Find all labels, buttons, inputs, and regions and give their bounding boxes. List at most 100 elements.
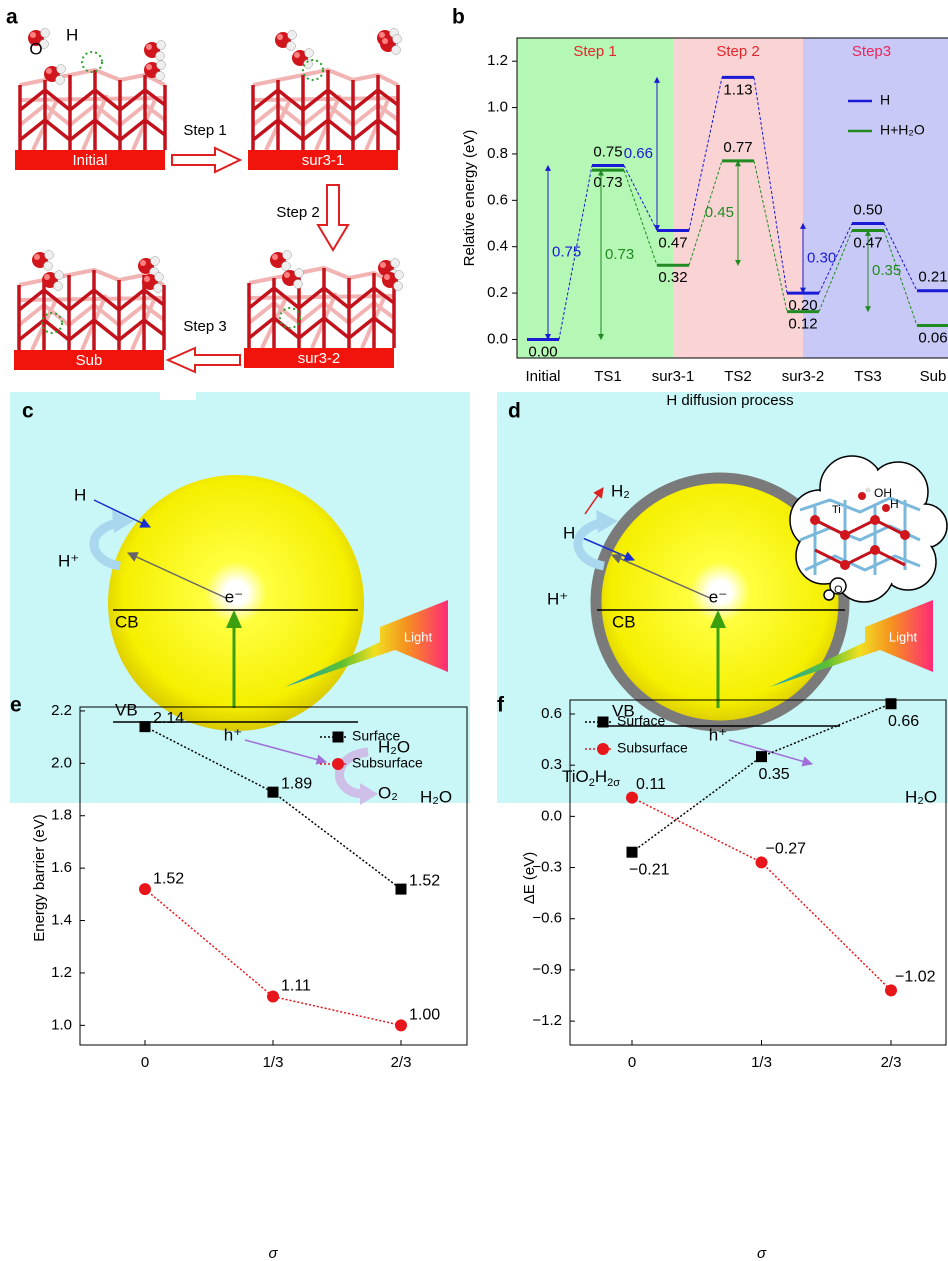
step-label: Step 2 [276, 204, 319, 221]
y-tick-label: −1.2 [532, 1012, 562, 1029]
state-label: sur3-1 [302, 152, 345, 169]
y-tick-label: 0.8 [487, 145, 508, 162]
barrier-label: 0.73 [605, 246, 634, 263]
value-label: 1.11 [281, 978, 311, 995]
panel-label: e [10, 694, 22, 717]
species: H⁺ [547, 589, 568, 608]
species: H₂ [611, 481, 630, 500]
x-axis-label: σ [757, 1245, 767, 1261]
y-tick-label: 1.8 [51, 807, 72, 824]
barrier-label: 0.75 [552, 243, 581, 260]
y-tick-label: 0.0 [487, 330, 508, 347]
step-band [803, 38, 948, 358]
panel-a: a O H Initial sur3-1 sur3-2 Sub Step 1 S… [6, 6, 404, 372]
y-tick-label: −0.9 [532, 961, 562, 978]
value-label: −0.21 [629, 861, 670, 878]
step-label: Step 1 [573, 43, 616, 60]
value-label: 0.35 [759, 766, 790, 783]
species: e⁻ [709, 587, 727, 606]
point [139, 883, 151, 895]
atom-label: H [66, 25, 78, 44]
x-tick-label: TS2 [724, 368, 752, 385]
step-arrow [172, 148, 240, 172]
value-label: 2.14 [153, 710, 184, 727]
legend-label: Surface [352, 728, 400, 744]
point [885, 984, 897, 996]
y-tick-label: 1.0 [487, 99, 508, 116]
series-line [145, 889, 401, 1025]
species: H₂O [420, 787, 452, 806]
x-tick-label: Initial [525, 368, 560, 385]
x-tick-label: TS3 [854, 368, 882, 385]
inset-label: O [834, 584, 843, 596]
panel-label: f [497, 694, 505, 717]
y-tick-label: 0.2 [487, 284, 508, 301]
light-label: Light [889, 629, 918, 644]
value-label: 0.32 [658, 269, 687, 286]
y-tick-label: 1.4 [51, 912, 72, 929]
y-tick-label: 0.4 [487, 238, 508, 255]
point [395, 1019, 407, 1031]
barrier-label: 0.35 [872, 262, 901, 279]
x-tick-label: sur3-1 [652, 368, 695, 385]
y-tick-label: 1.0 [51, 1016, 72, 1033]
state-label: Initial [72, 152, 107, 169]
species: O₂ [378, 783, 398, 802]
value-label: 1.52 [153, 870, 184, 887]
point [140, 721, 151, 732]
x-axis-label: σ [268, 1245, 278, 1261]
x-axis-label: H diffusion process [666, 392, 793, 409]
panel-label: c [22, 400, 34, 423]
y-tick-label: 0.6 [487, 191, 508, 208]
step-band [517, 38, 673, 358]
point [267, 991, 279, 1003]
legend-marker [598, 717, 609, 728]
y-tick-label: 1.6 [51, 859, 72, 876]
x-tick-label: 0 [628, 1054, 636, 1071]
y-axis-label: Relative energy (eV) [461, 130, 478, 267]
legend-marker [597, 743, 609, 755]
value-label: 1.00 [409, 1007, 440, 1024]
value-label: 0.47 [658, 234, 687, 251]
barrier-label: 0.45 [705, 204, 734, 221]
value-label: 0.75 [593, 144, 622, 161]
point [396, 884, 407, 895]
value-label: 1.89 [281, 775, 312, 792]
value-label: −1.02 [895, 969, 936, 986]
figure: a O H Initial sur3-1 sur3-2 Sub Step 1 S… [0, 0, 948, 1261]
point [268, 787, 279, 798]
point [627, 847, 638, 858]
species: h⁺ [709, 725, 727, 744]
x-tick-label: 2/3 [391, 1054, 412, 1071]
point [626, 792, 638, 804]
barrier-label: 0.30 [807, 249, 836, 266]
step-arrow [168, 348, 240, 372]
legend-label: Surface [617, 713, 665, 729]
panel-label: b [452, 6, 465, 29]
step-label: Step 2 [716, 43, 759, 60]
x-tick-label: TS1 [594, 368, 622, 385]
panel-c: c H H⁺ e⁻ CB VB h⁺ Light H₂O O₂ H₂O [10, 388, 470, 806]
step-label: Step3 [852, 43, 891, 60]
x-tick-label: 0 [141, 1054, 149, 1071]
y-axis-label: ΔE (eV) [521, 852, 538, 905]
value-label: 0.06 [918, 330, 947, 347]
value-label: 0.66 [888, 713, 919, 730]
inset-label: H [890, 497, 899, 511]
y-tick-label: −0.6 [532, 910, 562, 927]
legend-label: H [880, 92, 890, 108]
species: H⁺ [58, 551, 79, 570]
value-label: 0.11 [636, 776, 666, 793]
y-tick-label: 1.2 [487, 52, 508, 69]
band-label: CB [115, 612, 139, 631]
panel-label: a [6, 6, 18, 29]
x-tick-label: 1/3 [751, 1054, 772, 1071]
band-label: CB [612, 612, 636, 631]
panel-d: d OH H Ti O H₂ H H⁺ e⁻ CB VB h⁺ Light Ti… [497, 392, 948, 806]
value-label: 0.00 [528, 343, 557, 360]
text-part: TiO [562, 767, 589, 786]
y-tick-label: 0.3 [541, 756, 562, 773]
panel-label: d [508, 400, 521, 423]
x-tick-label: sur3-2 [782, 368, 825, 385]
value-label: 1.52 [409, 872, 440, 889]
